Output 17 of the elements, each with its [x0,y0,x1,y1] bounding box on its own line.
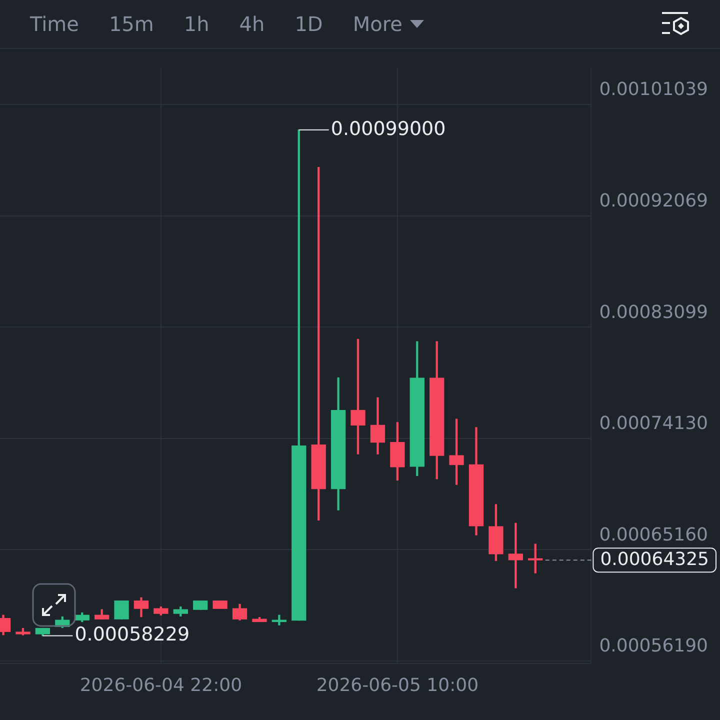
y-tick-label: 0.00101039 [599,79,708,100]
y-tick-label: 0.00083099 [599,302,708,323]
text: 1h [184,12,210,36]
annotation: 0.00099000 [330,118,446,140]
text: 4h [239,12,265,36]
y-tick-label: 0.00065160 [599,524,708,546]
text: More [352,12,402,36]
ref-line-label: 0.00064325 [600,548,710,570]
text: Time [30,12,79,36]
text: 1D [294,12,323,36]
y-tick-label: 0.00056190 [599,636,708,657]
text: 15m [108,12,154,36]
x-tick-label: 2026-06-04 22:00 [80,674,242,696]
y-tick-label: 0.00074130 [599,413,708,434]
x-tick-label: 2026-06-05 10:00 [316,674,479,696]
annotation: 0.00058229 [74,624,190,646]
y-tick-label: 0.00092069 [599,190,708,212]
